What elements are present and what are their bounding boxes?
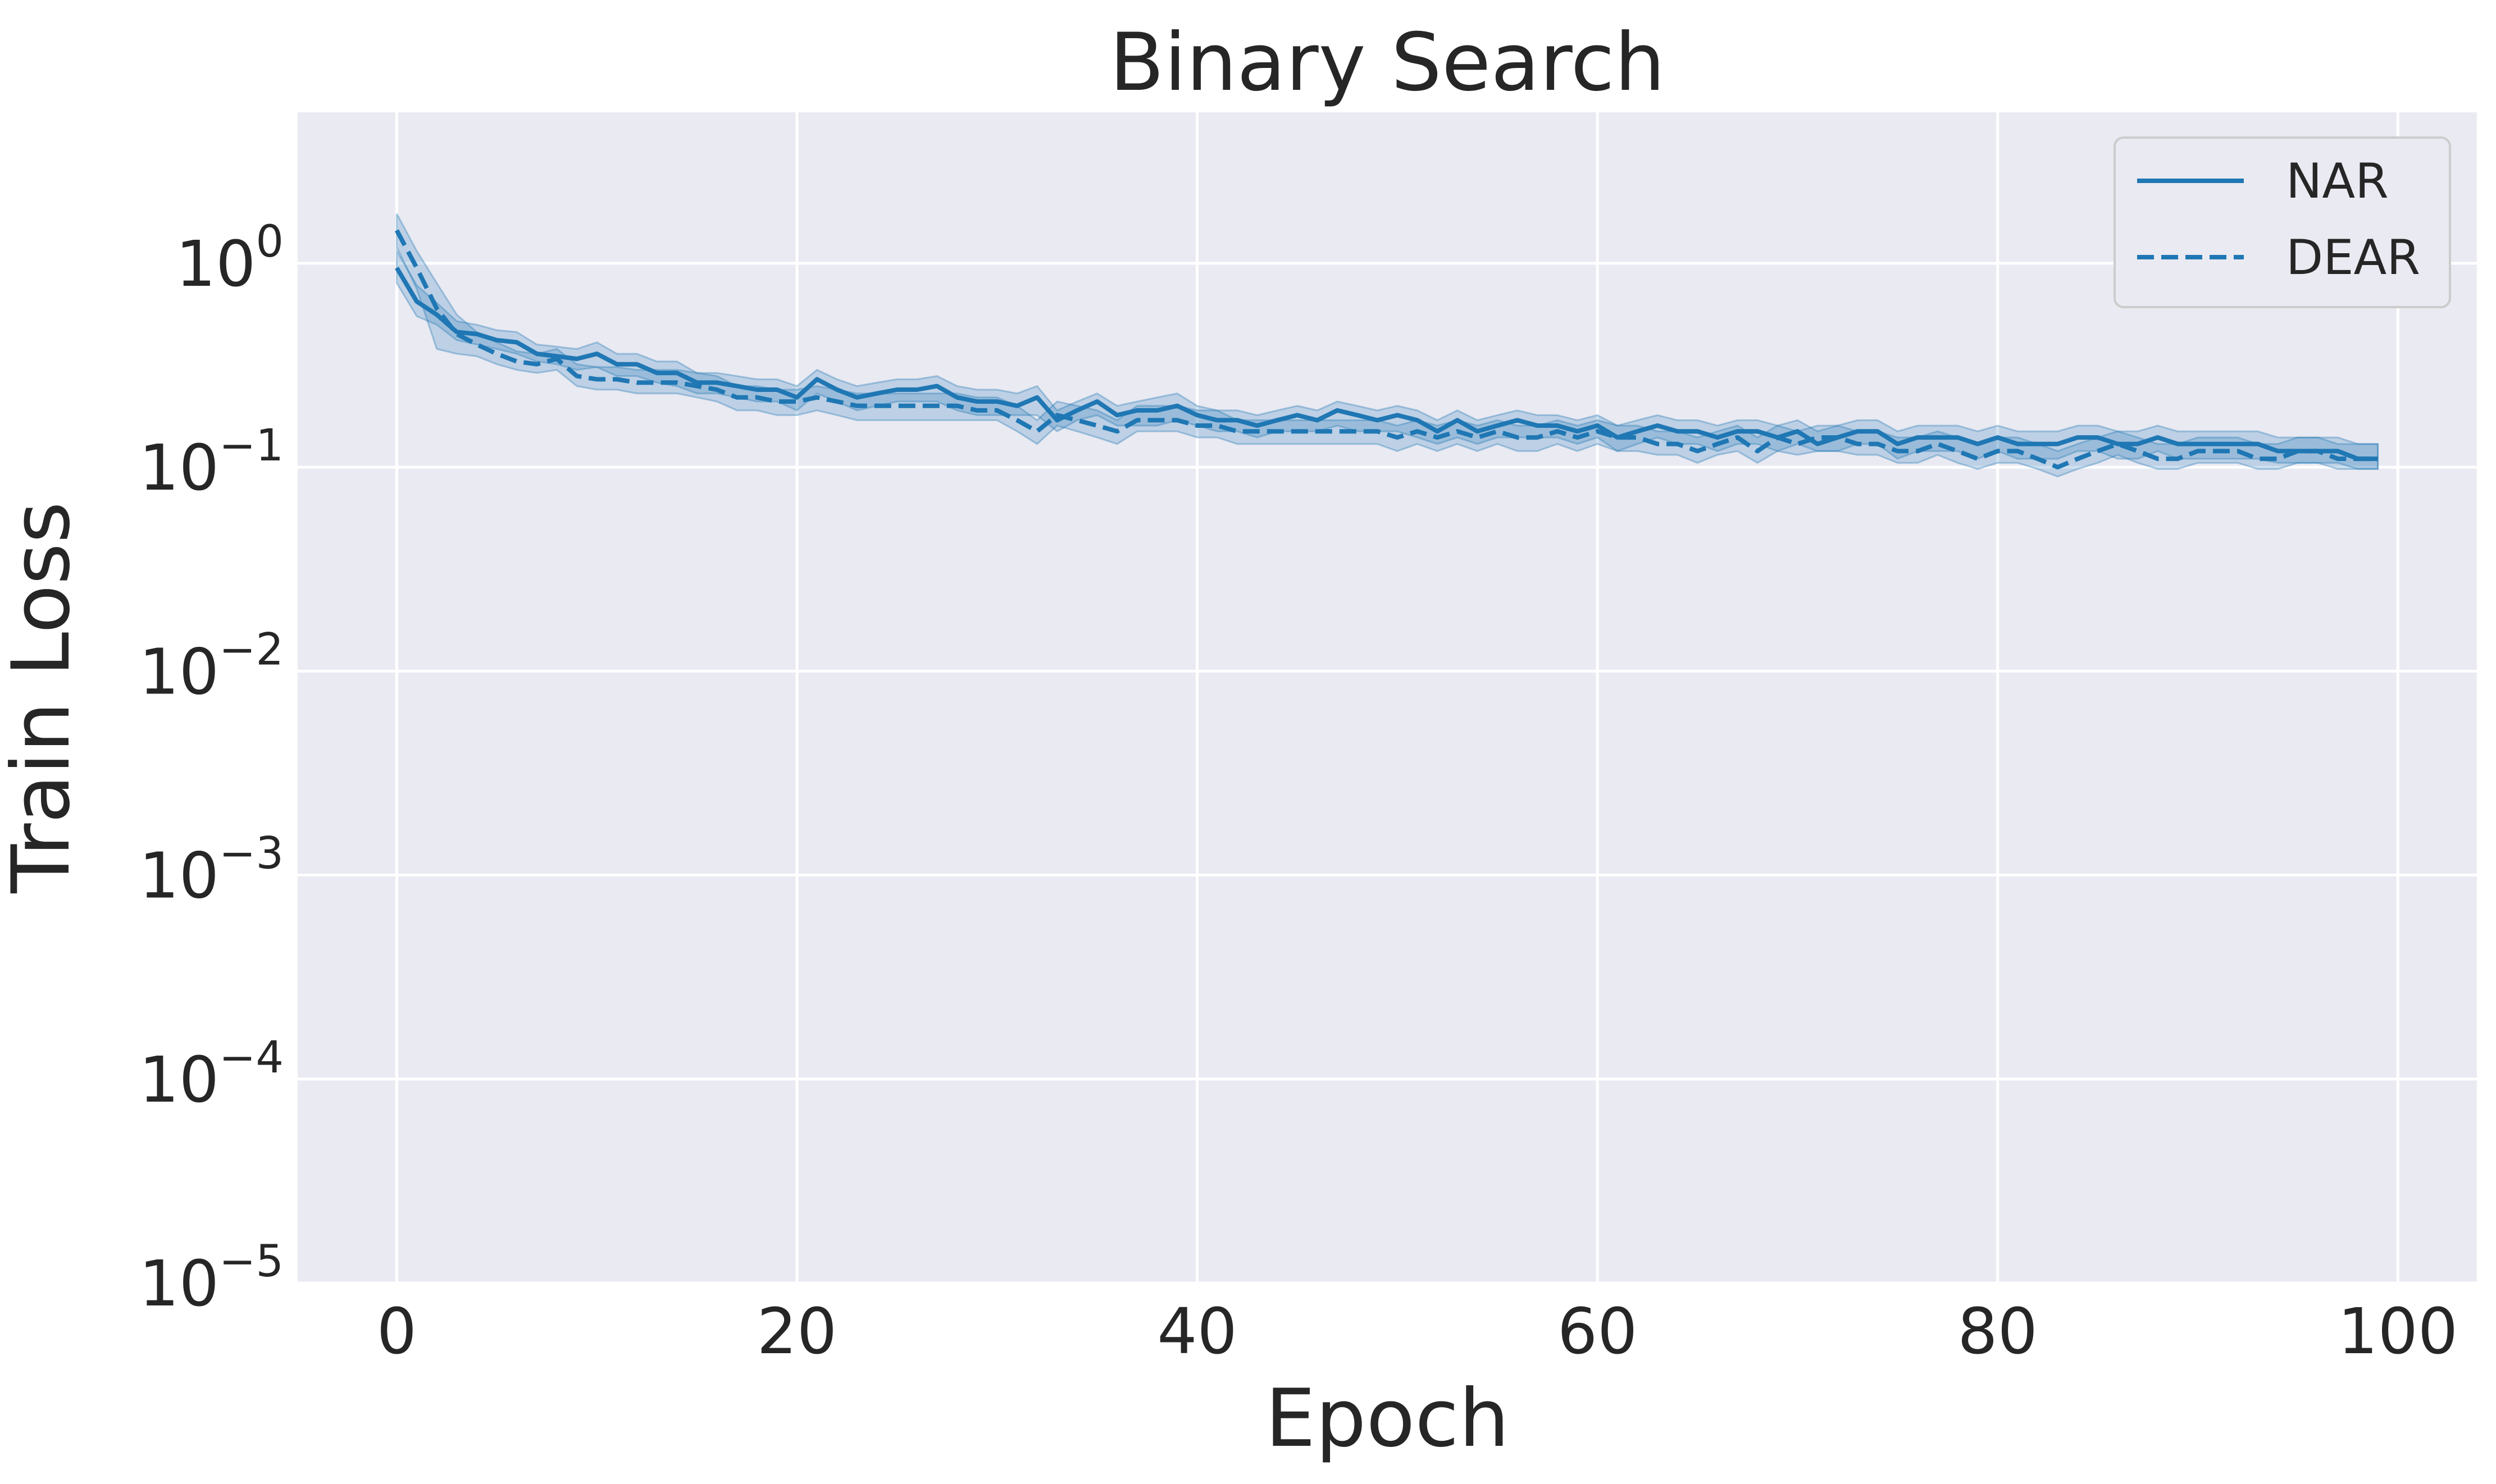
x-tick-label: 40	[1157, 1295, 1237, 1368]
y-tick-label: 10−2	[139, 624, 284, 709]
y-tick-label: 100	[176, 217, 284, 301]
legend-label-dear: DEAR	[2286, 230, 2420, 286]
x-tick-label: 80	[1957, 1295, 2038, 1368]
y-tick-label: 10−3	[139, 829, 284, 913]
y-tick-label: 10−5	[139, 1236, 284, 1321]
x-tick-label: 0	[377, 1295, 417, 1368]
series-line-dear	[394, 229, 2378, 470]
plot-background	[298, 112, 2477, 1283]
series-lines	[394, 229, 2378, 470]
legend: NAR DEAR	[2114, 136, 2451, 308]
x-tick-label: 20	[757, 1295, 837, 1368]
y-tick-label: 10−1	[139, 421, 284, 505]
x-tick-label: 100	[2338, 1295, 2458, 1368]
x-axis-label: Epoch	[1265, 1372, 1510, 1465]
y-tick-label: 10−4	[139, 1033, 284, 1117]
y-axis-label: Train Loss	[0, 501, 88, 893]
confidence-bands	[395, 213, 2379, 478]
series-line-nar	[394, 266, 2378, 462]
band-dear	[395, 213, 2379, 478]
x-tick-labels: 0 20 40 60 80 100	[377, 1295, 2458, 1368]
band-nar	[395, 248, 2379, 470]
chart-title: Binary Search	[1109, 16, 1665, 109]
legend-label-nar: NAR	[2286, 153, 2389, 209]
y-tick-labels: 100 10−1 10−2 10−3 10−4 10−5	[139, 217, 284, 1321]
x-tick-label: 60	[1557, 1295, 1638, 1368]
